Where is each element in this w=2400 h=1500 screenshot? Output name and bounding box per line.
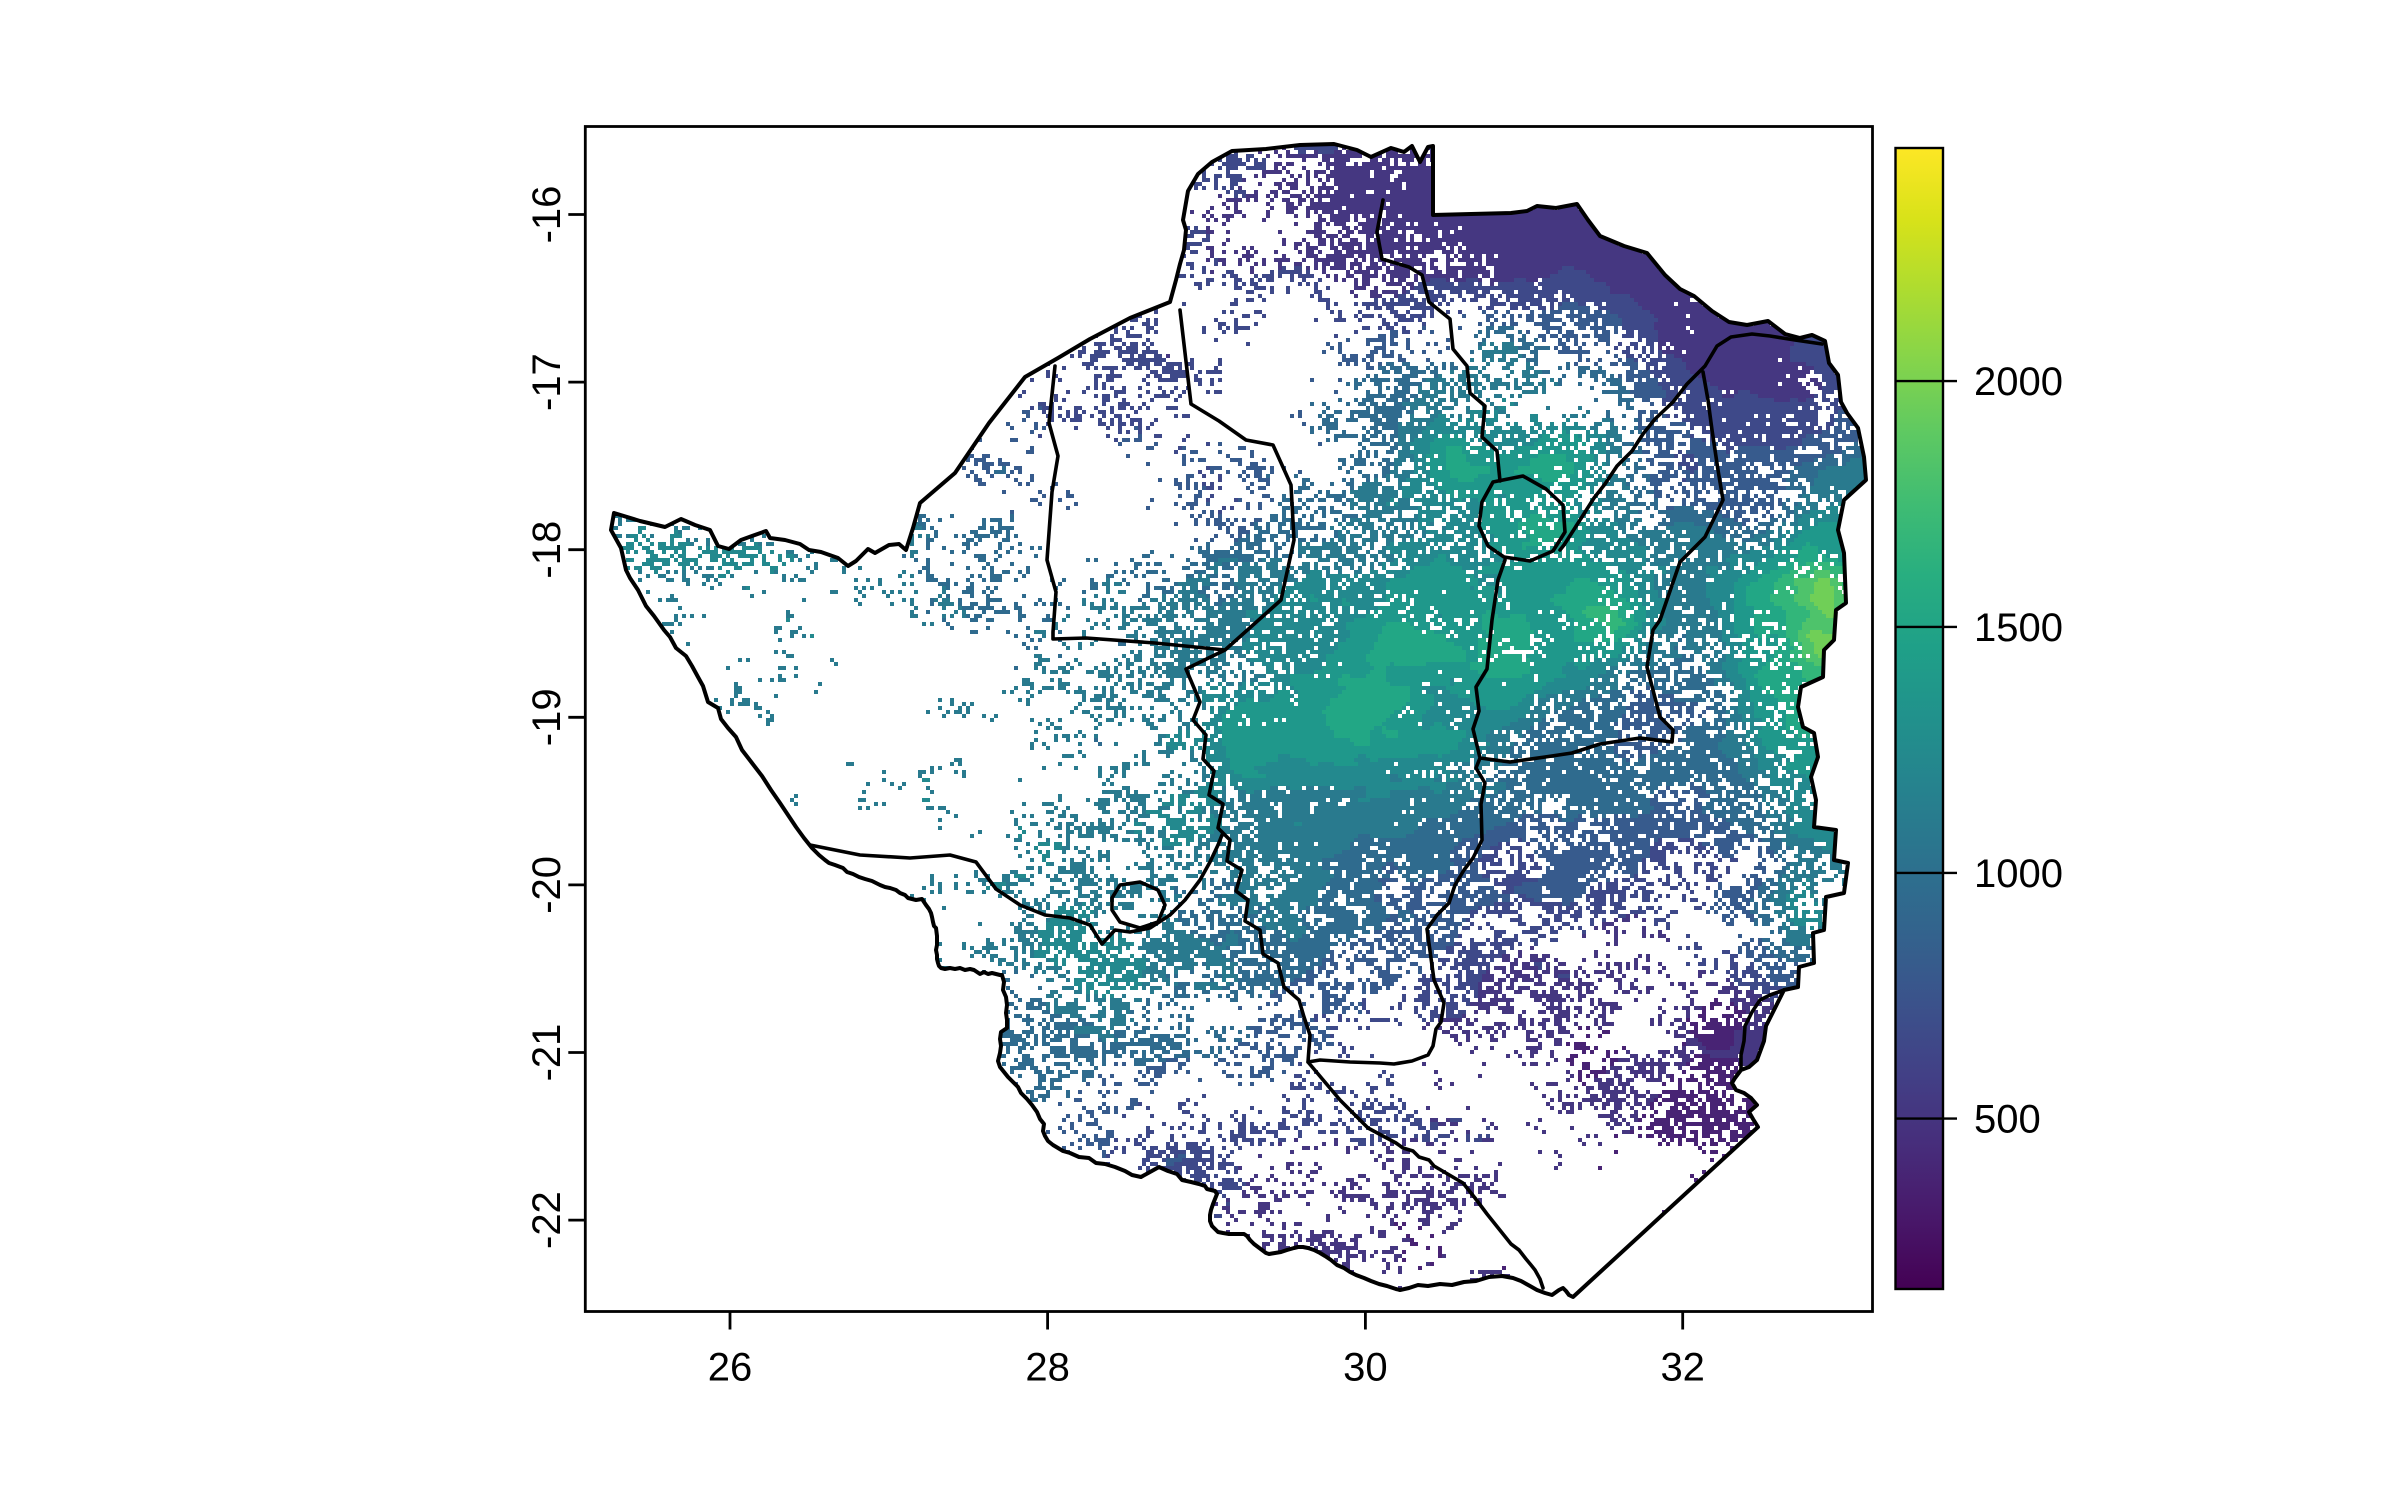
svg-text:26: 26 [708, 1346, 753, 1390]
svg-text:-22: -22 [525, 1191, 569, 1249]
svg-text:-17: -17 [525, 353, 569, 411]
svg-text:-21: -21 [525, 1024, 569, 1082]
svg-text:-19: -19 [525, 688, 569, 746]
svg-text:28: 28 [1025, 1346, 1070, 1390]
svg-text:30: 30 [1343, 1346, 1388, 1390]
svg-text:1000: 1000 [1974, 852, 2063, 896]
svg-text:-16: -16 [525, 186, 569, 244]
svg-text:32: 32 [1660, 1346, 1705, 1390]
svg-text:-20: -20 [525, 856, 569, 914]
svg-text:500: 500 [1974, 1098, 2041, 1142]
svg-text:1500: 1500 [1974, 606, 2063, 650]
svg-text:2000: 2000 [1974, 360, 2063, 404]
svg-text:-18: -18 [525, 521, 569, 579]
